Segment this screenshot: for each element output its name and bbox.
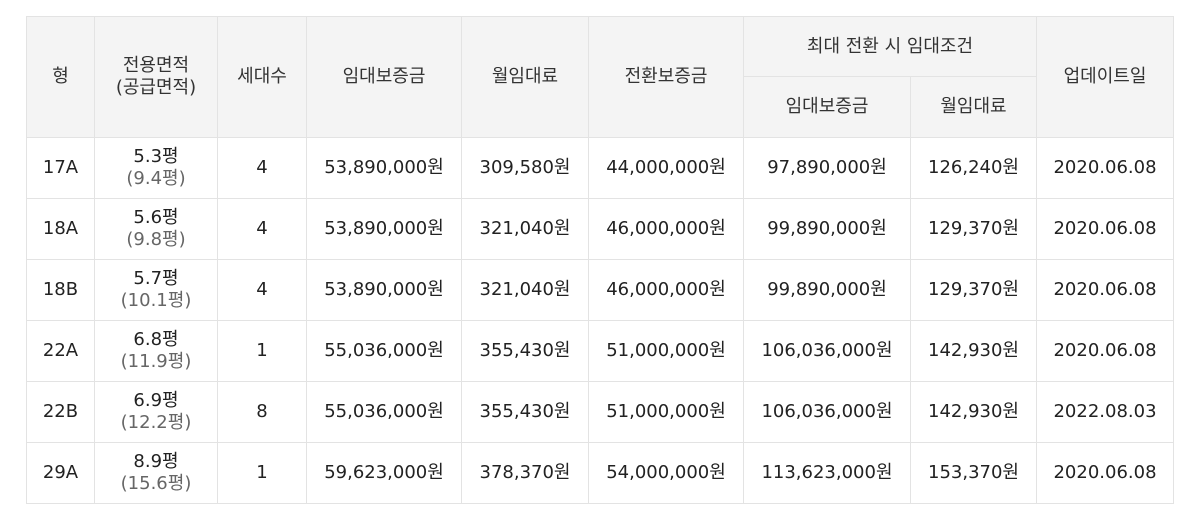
cell-area: 8.9평 (15.6평) [94,442,218,504]
cell-updated: 2020.06.08 [1036,259,1174,321]
header-updated: 업데이트일 [1036,16,1174,138]
cell-type: 18A [26,198,95,260]
cell-max-deposit: 106,036,000원 [743,320,911,382]
header-monthly-rent: 월임대료 [461,16,589,138]
cell-type: 22A [26,320,95,382]
cell-max-monthly-rent: 129,370원 [910,198,1037,260]
header-max-conversion-group: 최대 전환 시 임대조건 [743,16,1037,77]
header-max-deposit: 임대보증금 [743,76,911,138]
cell-area-supply: (15.6평) [120,473,192,494]
table-row: 17A 5.3평 (9.4평) 4 53,890,000원 309,580원 44… [26,137,1174,199]
cell-area: 5.3평 (9.4평) [94,137,218,199]
cell-max-monthly-rent: 126,240원 [910,137,1037,199]
cell-updated: 2020.06.08 [1036,442,1174,504]
cell-conversion-deposit: 46,000,000원 [588,198,744,260]
cell-deposit: 59,623,000원 [306,442,462,504]
table-row: 18B 5.7평 (10.1평) 4 53,890,000원 321,040원 4… [26,259,1174,321]
cell-area-exclusive: 6.9평 [133,390,179,411]
cell-area-supply: (9.4평) [126,168,186,189]
cell-monthly-rent: 355,430원 [461,320,589,382]
cell-area: 5.7평 (10.1평) [94,259,218,321]
cell-monthly-rent: 355,430원 [461,381,589,443]
cell-conversion-deposit: 44,000,000원 [588,137,744,199]
cell-type: 22B [26,381,95,443]
cell-area-supply: (10.1평) [120,290,192,311]
cell-area-exclusive: 6.8평 [133,329,179,350]
cell-max-deposit: 99,890,000원 [743,198,911,260]
cell-monthly-rent: 321,040원 [461,259,589,321]
cell-monthly-rent: 378,370원 [461,442,589,504]
header-conversion-deposit: 전환보증금 [588,16,744,138]
cell-area-exclusive: 5.7평 [133,268,179,289]
cell-households: 8 [217,381,307,443]
cell-area-supply: (12.2평) [120,412,192,433]
header-deposit: 임대보증금 [306,16,462,138]
cell-conversion-deposit: 51,000,000원 [588,320,744,382]
cell-area-exclusive: 8.9평 [133,451,179,472]
cell-monthly-rent: 309,580원 [461,137,589,199]
cell-area-supply: (9.8평) [126,229,186,250]
header-type: 형 [26,16,95,138]
cell-type: 17A [26,137,95,199]
header-area-supply: (공급면적) [115,77,197,98]
cell-max-monthly-rent: 153,370원 [910,442,1037,504]
cell-area-exclusive: 5.6평 [133,207,179,228]
header-row-top: 형 전용면적 (공급면적) 세대수 임대보증금 월임대료 전환보증금 최대 전환… [26,16,1174,138]
table-body: 17A 5.3평 (9.4평) 4 53,890,000원 309,580원 44… [26,137,1174,504]
cell-households: 4 [217,198,307,260]
table-row: 18A 5.6평 (9.8평) 4 53,890,000원 321,040원 46… [26,198,1174,260]
cell-max-monthly-rent: 142,930원 [910,320,1037,382]
header-households: 세대수 [217,16,307,138]
cell-conversion-deposit: 51,000,000원 [588,381,744,443]
cell-type: 18B [26,259,95,321]
cell-area: 6.9평 (12.2평) [94,381,218,443]
cell-monthly-rent: 321,040원 [461,198,589,260]
header-row-sub: 임대보증금 월임대료 [27,76,1174,138]
cell-area: 5.6평 (9.8평) [94,198,218,260]
cell-max-deposit: 99,890,000원 [743,259,911,321]
table-row: 29A 8.9평 (15.6평) 1 59,623,000원 378,370원 5… [26,442,1174,504]
cell-households: 1 [217,442,307,504]
table-row: 22B 6.9평 (12.2평) 8 55,036,000원 355,430원 5… [26,381,1174,443]
table-row: 22A 6.8평 (11.9평) 1 55,036,000원 355,430원 5… [26,320,1174,382]
cell-conversion-deposit: 46,000,000원 [588,259,744,321]
cell-area: 6.8평 (11.9평) [94,320,218,382]
cell-updated: 2020.06.08 [1036,137,1174,199]
cell-updated: 2022.08.03 [1036,381,1174,443]
cell-deposit: 53,890,000원 [306,137,462,199]
table-header: 형 전용면적 (공급면적) 세대수 임대보증금 월임대료 전환보증금 최대 전환… [26,16,1174,138]
cell-updated: 2020.06.08 [1036,320,1174,382]
rental-conditions-table-container: 형 전용면적 (공급면적) 세대수 임대보증금 월임대료 전환보증금 최대 전환… [26,16,1174,504]
rental-conditions-table: 형 전용면적 (공급면적) 세대수 임대보증금 월임대료 전환보증금 최대 전환… [26,16,1174,504]
header-max-monthly-rent: 월임대료 [910,76,1037,138]
cell-area-supply: (11.9평) [120,351,192,372]
cell-households: 4 [217,137,307,199]
header-area: 전용면적 (공급면적) [94,16,218,138]
cell-max-monthly-rent: 129,370원 [910,259,1037,321]
cell-max-deposit: 97,890,000원 [743,137,911,199]
cell-conversion-deposit: 54,000,000원 [588,442,744,504]
cell-max-monthly-rent: 142,930원 [910,381,1037,443]
cell-updated: 2020.06.08 [1036,198,1174,260]
cell-deposit: 55,036,000원 [306,320,462,382]
header-area-exclusive: 전용면적 [122,55,190,76]
cell-households: 1 [217,320,307,382]
cell-deposit: 53,890,000원 [306,259,462,321]
cell-deposit: 55,036,000원 [306,381,462,443]
cell-area-exclusive: 5.3평 [133,146,179,167]
cell-households: 4 [217,259,307,321]
cell-deposit: 53,890,000원 [306,198,462,260]
cell-max-deposit: 106,036,000원 [743,381,911,443]
cell-type: 29A [26,442,95,504]
cell-max-deposit: 113,623,000원 [743,442,911,504]
